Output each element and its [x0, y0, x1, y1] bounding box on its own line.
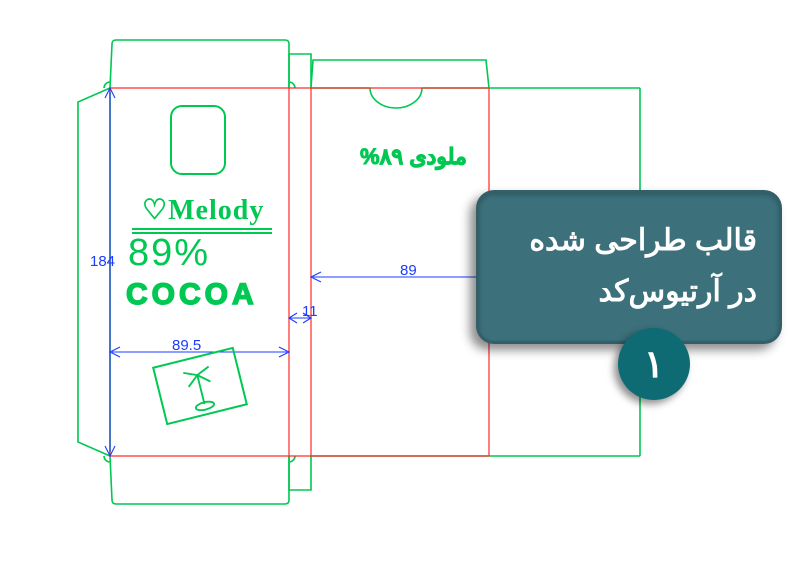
callout-badge: ۱ — [618, 328, 690, 400]
callout-card: قالب طراحی شده در آرتیوس‌کد — [476, 190, 782, 344]
dim-label-height: 184 — [90, 253, 115, 270]
dim-label-back-width: 89 — [400, 262, 417, 279]
art-logo-text: Melody — [168, 195, 264, 226]
art-cocoa: COCOA — [126, 278, 258, 312]
art-rule-1 — [132, 228, 272, 230]
dim-label-spine-width: 11 — [302, 303, 318, 320]
art-back-text-rtl: ملودی ۸۹% — [360, 144, 467, 170]
dim-label-front-width: 89.5 — [172, 337, 201, 354]
callout-line1: قالب طراحی شده — [501, 215, 757, 266]
art-percent: 89% — [128, 232, 210, 275]
callout-line2: در آرتیوس‌کد — [501, 266, 757, 317]
art-window-rect — [170, 105, 226, 175]
callout-badge-text: ۱ — [644, 342, 664, 387]
heart-icon: ♡ — [142, 195, 168, 226]
art-logo: ♡Melody — [142, 193, 264, 227]
